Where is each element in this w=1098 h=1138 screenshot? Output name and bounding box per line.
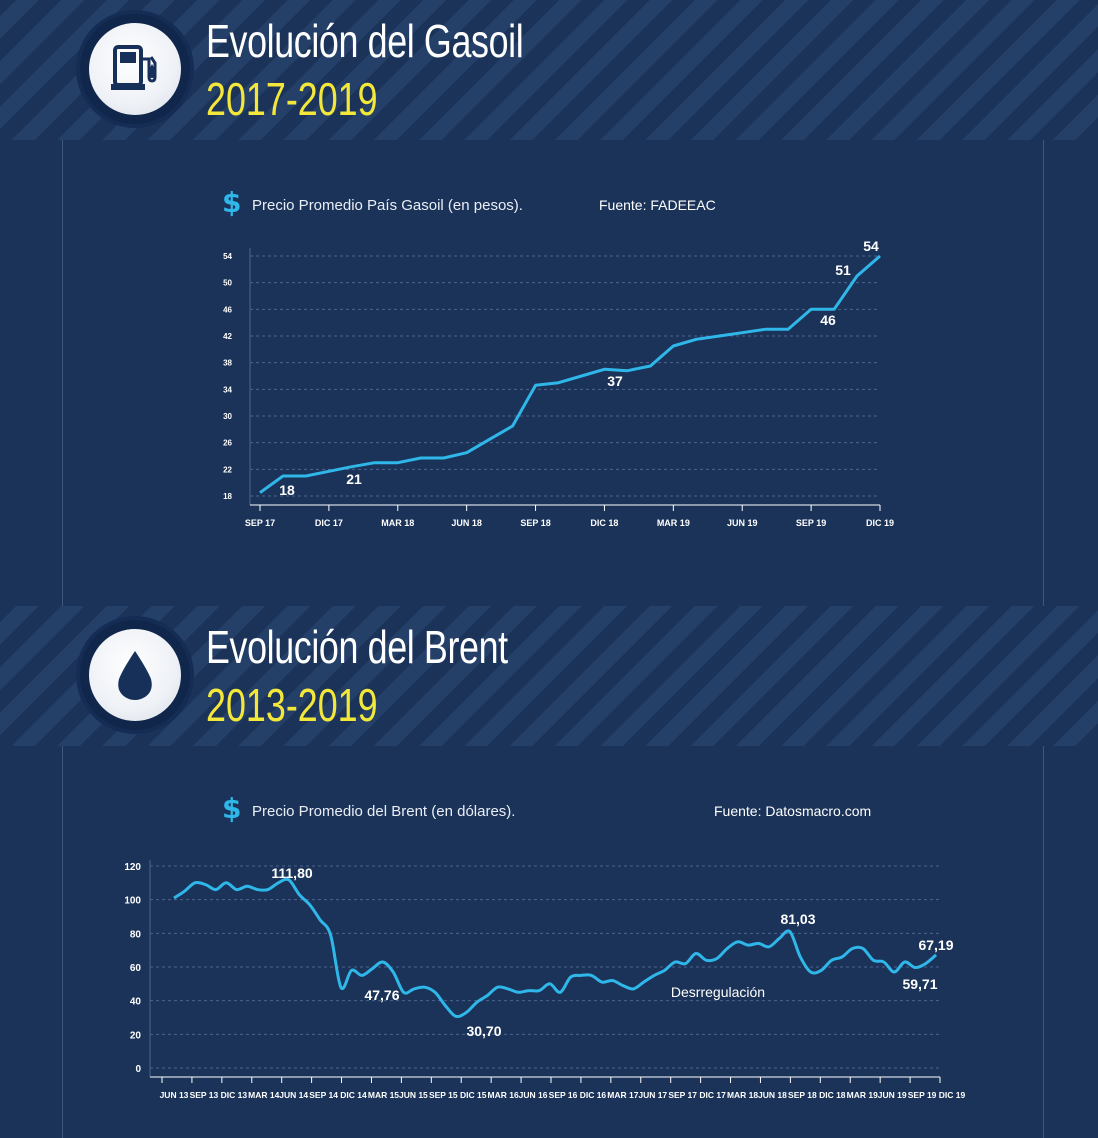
brent-x-tick-label: SEP 17	[668, 1090, 697, 1100]
gasoil-x-tick-label: JUN 18	[451, 518, 482, 528]
gasoil-subtitle: Precio Promedio País Gasoil (en pesos).	[252, 197, 523, 214]
brent-x-tick-label: MAR 14	[248, 1090, 279, 1100]
gasoil-y-tick-label: 42	[223, 332, 232, 341]
gasoil-source: Fuente: FADEEAC	[599, 197, 716, 213]
brent-annotation: Desrregulación	[671, 984, 765, 1000]
brent-x-tick-label: JUN 17	[638, 1090, 667, 1100]
brent-x-tick-label: SEP 18	[788, 1090, 817, 1100]
brent-x-tick-label: JUN 16	[519, 1090, 548, 1100]
brent-dollar-icon: $	[222, 792, 242, 825]
brent-x-tick-label: JUN 13	[160, 1090, 189, 1100]
gasoil-value-label: 46	[820, 312, 836, 328]
gasoil-y-tick-label: 26	[223, 439, 232, 448]
brent-y-tick-label: 20	[130, 1030, 142, 1041]
brent-x-tick-label: MAR 17	[607, 1090, 638, 1100]
gasoil-x-tick-label: MAR 19	[657, 518, 690, 528]
brent-value-label: 81,03	[780, 911, 815, 927]
gasoil-y-tick-label: 34	[223, 385, 232, 394]
gasoil-value-label: 54	[863, 238, 879, 254]
oil-drop-icon	[118, 651, 152, 700]
gasoil-x-tick-label: SEP 17	[245, 518, 275, 528]
brent-title: Evolución del Brent	[206, 621, 508, 673]
fuel-pump-icon	[111, 45, 157, 90]
gasoil-dollar-icon: $	[222, 186, 242, 219]
gasoil-y-tick-label: 22	[223, 465, 232, 474]
brent-x-tick-label: MAR 18	[727, 1090, 758, 1100]
brent-x-tick-label: DIC 14	[340, 1090, 367, 1100]
brent-y-tick-label: 0	[135, 1064, 141, 1075]
brent-value-label: 67,19	[918, 937, 953, 953]
brent-x-tick-label: MAR 19	[847, 1090, 878, 1100]
brent-source: Fuente: Datosmacro.com	[714, 803, 872, 819]
gasoil-y-tick-label: 18	[223, 492, 232, 501]
brent-y-tick-label: 60	[130, 963, 142, 974]
frame-line-right	[1043, 0, 1044, 1138]
gasoil-y-tick-label: 38	[223, 359, 232, 368]
brent-x-tick-label: SEP 14	[309, 1090, 338, 1100]
gasoil-x-tick-label: JUN 19	[727, 518, 758, 528]
frame-line-left	[62, 0, 63, 1138]
brent-x-tick-label: JUN 19	[878, 1090, 907, 1100]
brent-value-label: 30,70	[466, 1023, 501, 1039]
brent-years: 2013-2019	[206, 679, 378, 731]
brent-x-tick-label: JUN 14	[279, 1090, 308, 1100]
gasoil-y-tick-label: 30	[223, 412, 232, 421]
gasoil-x-tick-label: SEP 19	[796, 518, 826, 528]
gasoil-y-tick-label: 50	[223, 279, 232, 288]
gasoil-icon-badge	[80, 14, 190, 124]
gasoil-title: Evolución del Gasoil	[206, 15, 524, 67]
gasoil-x-tick-label: DIC 18	[590, 518, 618, 528]
brent-value-label: 59,71	[902, 976, 937, 992]
brent-y-tick-label: 40	[130, 997, 142, 1008]
brent-subtitle: Precio Promedio del Brent (en dólares).	[252, 803, 516, 820]
gasoil-value-label: 51	[835, 262, 851, 278]
brent-x-tick-label: DIC 19	[939, 1090, 966, 1100]
brent-y-tick-label: 100	[124, 896, 141, 907]
gasoil-x-tick-label: DIC 17	[315, 518, 343, 528]
brent-x-tick-label: SEP 16	[549, 1090, 578, 1100]
gasoil-x-tick-label: MAR 18	[381, 518, 414, 528]
gasoil-value-label: 18	[279, 482, 295, 498]
brent-x-tick-label: DIC 13	[221, 1090, 248, 1100]
brent-x-tick-label: DIC 16	[580, 1090, 607, 1100]
brent-y-tick-label: 80	[130, 929, 142, 940]
brent-x-tick-label: DIC 18	[819, 1090, 846, 1100]
gasoil-series-line	[259, 254, 881, 494]
gasoil-years: 2017-2019	[206, 73, 378, 125]
brent-value-label: 47,76	[364, 987, 399, 1003]
brent-x-tick-label: SEP 15	[429, 1090, 458, 1100]
brent-y-tick-label: 120	[124, 862, 141, 873]
gasoil-y-tick-label: 54	[223, 252, 232, 261]
brent-x-tick-label: JUN 15	[399, 1090, 428, 1100]
brent-x-tick-label: MAR 15	[368, 1090, 399, 1100]
brent-x-tick-label: MAR 16	[488, 1090, 519, 1100]
brent-x-tick-label: DIC 17	[699, 1090, 726, 1100]
gasoil-x-tick-label: DIC 19	[866, 518, 894, 528]
gasoil-value-label: 21	[346, 471, 362, 487]
gasoil-y-tick-label: 46	[223, 305, 232, 314]
brent-series-line	[173, 877, 938, 1019]
brent-value-label: 111,80	[271, 865, 312, 881]
gasoil-x-tick-label: SEP 18	[520, 518, 550, 528]
brent-x-tick-label: SEP 13	[190, 1090, 219, 1100]
brent-x-tick-label: DIC 15	[460, 1090, 487, 1100]
gasoil-value-label: 37	[607, 373, 623, 389]
brent-x-tick-label: JUN 18	[758, 1090, 787, 1100]
brent-x-tick-label: SEP 19	[908, 1090, 937, 1100]
brent-icon-badge	[80, 620, 190, 730]
